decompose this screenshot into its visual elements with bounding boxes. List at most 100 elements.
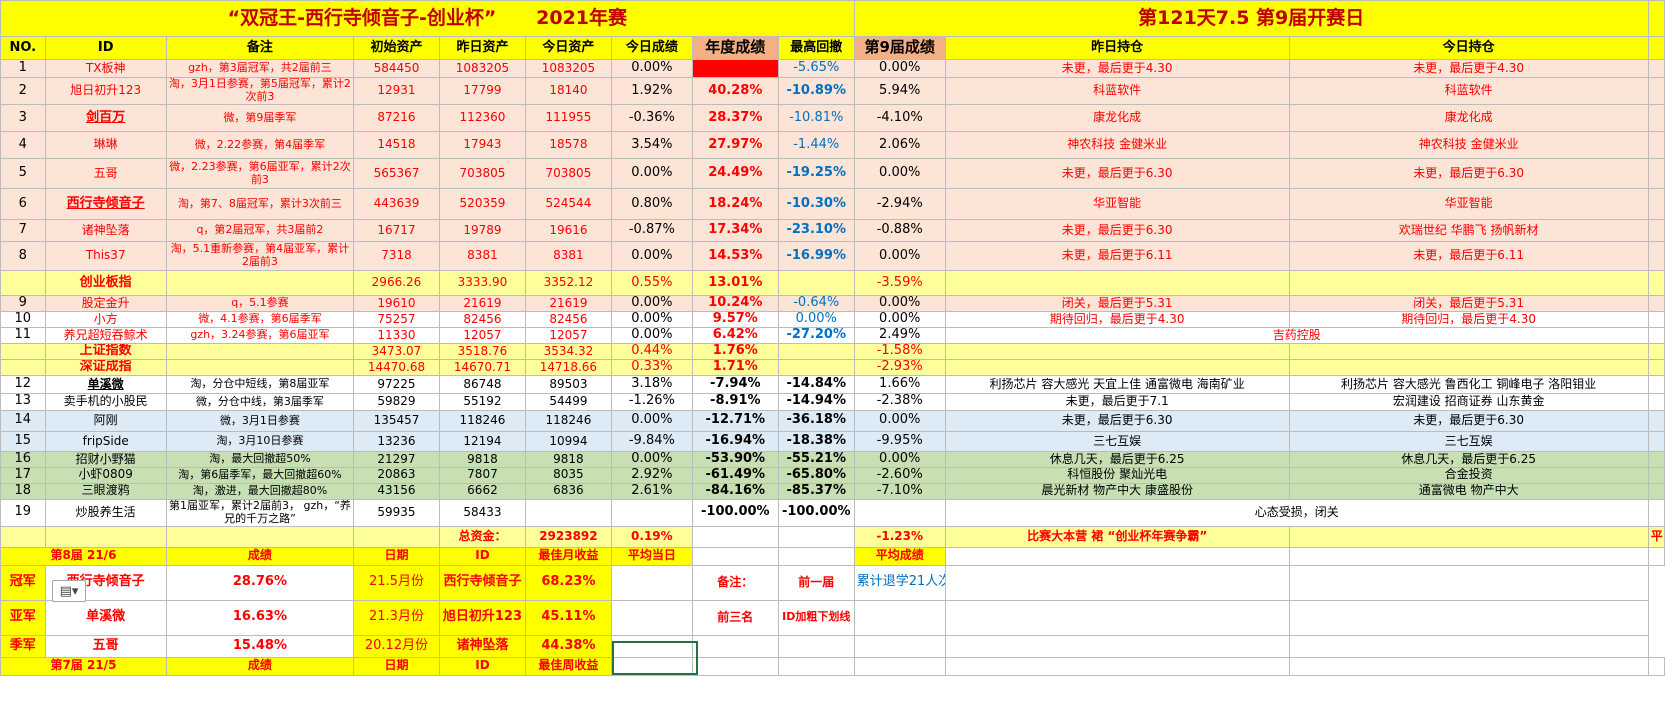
season-pct-cell[interactable]: 5.94% [853, 77, 946, 105]
today-holdings-cell[interactable]: 休息几天，最后更于6.25 [1288, 450, 1649, 468]
rank-cell[interactable]: 7 [0, 219, 46, 242]
today-cell[interactable]: 703805 [524, 158, 612, 189]
note-cell[interactable]: 淘，第7、8届冠军，累计3次前三 [165, 188, 355, 220]
edge-cell[interactable] [1647, 409, 1665, 432]
today-cell[interactable]: 14718.66 [524, 358, 612, 376]
today-pct-cell[interactable]: 0.55% [610, 270, 693, 296]
cell[interactable] [691, 546, 779, 566]
notes-prev[interactable]: 前一届 [777, 564, 855, 601]
season8-date[interactable]: 20.12月份 [353, 634, 440, 658]
initial-cell[interactable]: 2966.26 [353, 270, 440, 296]
note-cell[interactable]: q，5.1参赛 [165, 295, 355, 312]
column-header[interactable]: 今日成绩 [610, 36, 693, 60]
initial-cell[interactable]: 75257 [353, 311, 440, 328]
today-holdings-cell[interactable]: 未更，最后更于6.30 [1288, 158, 1649, 189]
initial-cell[interactable]: 14518 [353, 131, 440, 159]
yesterday-holdings-cell[interactable]: 晨光新材 物产中大 康盛股份 [944, 482, 1290, 500]
cell[interactable] [777, 546, 855, 566]
today-pct-cell[interactable]: 0.00% [610, 241, 693, 271]
cell[interactable] [944, 634, 1290, 658]
edge-cell[interactable] [1647, 343, 1665, 360]
column-header[interactable]: NO. [0, 36, 46, 60]
rank-cell[interactable]: 17 [0, 466, 46, 484]
column-header[interactable]: ID [44, 36, 167, 60]
today-pct-cell[interactable]: 0.33% [610, 358, 693, 376]
id-cell[interactable]: 琳琳 [44, 131, 167, 159]
today-holdings-cell[interactable]: 未更，最后更于4.30 [1288, 59, 1649, 78]
rank-cell[interactable]: 2 [0, 77, 46, 105]
drawdown-cell[interactable]: -10.81% [777, 104, 855, 132]
yesterday-holdings-cell[interactable]: 华亚智能 [944, 188, 1290, 220]
id-cell[interactable]: 单溪微 [44, 374, 167, 394]
drawdown-cell[interactable]: -27.20% [777, 327, 855, 344]
rank-cell[interactable]: 11 [0, 327, 46, 344]
yesterday-holdings-cell[interactable]: 未更，最后更于6.11 [944, 241, 1290, 271]
yesterday-cell[interactable]: 8381 [438, 241, 526, 271]
note-cell[interactable]: 淘，3月1日参赛，第5届冠军，累计2次前3 [165, 77, 355, 105]
id-cell[interactable]: 炒股养生活 [44, 498, 167, 527]
yesterday-cell[interactable]: 3333.90 [438, 270, 526, 296]
initial-cell[interactable]: 565367 [353, 158, 440, 189]
initial-cell[interactable]: 59829 [353, 392, 440, 411]
today-pct-cell[interactable]: -0.36% [610, 104, 693, 132]
season8-best-header[interactable]: 最佳月收益 [524, 546, 612, 566]
yesterday-holdings-cell[interactable]: 未更，最后更于6.30 [944, 219, 1290, 242]
rank-cell[interactable] [0, 270, 46, 296]
today-pct-cell[interactable]: 0.00% [610, 327, 693, 344]
rank-cell[interactable]: 5 [0, 158, 46, 189]
cell[interactable] [165, 525, 355, 548]
cell[interactable] [1288, 599, 1649, 636]
column-header[interactable]: 今日资产 [524, 36, 612, 60]
edge-cell[interactable] [1647, 374, 1665, 394]
season-pct-cell[interactable] [853, 498, 946, 527]
notes-underline[interactable]: ID加粗下划线 [777, 599, 855, 636]
edge-cell[interactable]: 平 [1647, 525, 1665, 548]
drawdown-cell[interactable]: -19.25% [777, 158, 855, 189]
yesterday-holdings-cell[interactable]: 休息几天，最后更于6.25 [944, 450, 1290, 468]
season-pct-cell[interactable]: -2.93% [853, 358, 946, 376]
today-pct-cell[interactable]: 0.00% [610, 311, 693, 328]
yesterday-holdings-cell[interactable]: 闭关，最后更于5.31 [944, 295, 1290, 312]
season7-date-header[interactable]: 日期 [353, 656, 440, 676]
rank-cell[interactable]: 19 [0, 498, 46, 527]
cell[interactable] [944, 564, 1290, 601]
year-pct-cell[interactable]: 28.37% [691, 104, 779, 132]
note-cell[interactable] [165, 270, 355, 296]
yesterday-holdings-cell[interactable]: 吉药控股 [944, 327, 1649, 344]
cell[interactable] [691, 634, 779, 658]
yesterday-holdings-cell[interactable] [944, 270, 1290, 296]
total-pct[interactable]: 0.19% [610, 525, 693, 548]
year-pct-cell[interactable]: -16.94% [691, 430, 779, 452]
edge-cell[interactable] [1647, 392, 1665, 411]
season-pct-cell[interactable]: -2.38% [853, 392, 946, 411]
year-pct-cell[interactable]: 6.42% [691, 327, 779, 344]
rank-cell[interactable]: 9 [0, 295, 46, 312]
initial-cell[interactable]: 14470.68 [353, 358, 440, 376]
season7-title[interactable]: 第7届 21/5 [0, 656, 167, 676]
camp-note[interactable]: 比赛大本营 裙 “创业杯年赛争霸” [944, 525, 1290, 548]
today-cell[interactable]: 3534.32 [524, 343, 612, 360]
id-cell[interactable]: 旭日初升123 [44, 77, 167, 105]
season-pct-cell[interactable]: 2.49% [853, 327, 946, 344]
yesterday-holdings-cell[interactable]: 利扬芯片 容大感光 天宜上佳 通富微电 海南矿业 [944, 374, 1290, 394]
column-header[interactable]: 初始资产 [353, 36, 440, 60]
edge-cell[interactable] [1647, 158, 1665, 189]
today-pct-cell[interactable]: 0.00% [610, 450, 693, 468]
id-cell[interactable]: 上证指数 [44, 343, 167, 360]
edge-cell[interactable] [1647, 327, 1665, 344]
yesterday-holdings-cell[interactable]: 科恒股份 聚灿光电 [944, 466, 1290, 484]
season8-date-header[interactable]: 日期 [353, 546, 440, 566]
day-title[interactable]: 第121天7.5 第9届开赛日 [853, 0, 1649, 37]
season-pct-cell[interactable]: 0.00% [853, 409, 946, 432]
drawdown-cell[interactable]: -10.30% [777, 188, 855, 220]
year-pct-cell[interactable]: -7.94% [691, 374, 779, 394]
yesterday-cell[interactable]: 118246 [438, 409, 526, 432]
today-pct-cell[interactable]: 1.92% [610, 77, 693, 105]
yesterday-holdings-cell[interactable]: 康龙化成 [944, 104, 1290, 132]
rank-cell[interactable]: 6 [0, 188, 46, 220]
initial-cell[interactable]: 19610 [353, 295, 440, 312]
initial-cell[interactable]: 584450 [353, 59, 440, 78]
today-holdings-cell[interactable]: 华亚智能 [1288, 188, 1649, 220]
id-cell[interactable]: TX板神 [44, 59, 167, 78]
edge-cell[interactable] [1647, 241, 1665, 271]
